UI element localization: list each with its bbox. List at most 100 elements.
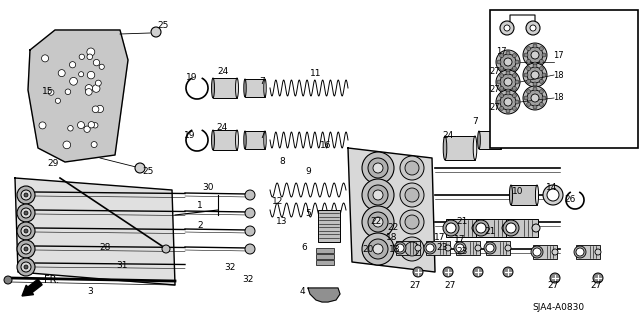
Circle shape [70,78,77,85]
Circle shape [504,98,512,106]
Circle shape [540,90,543,94]
Circle shape [245,244,255,254]
Text: 12: 12 [272,197,284,206]
Circle shape [475,245,481,251]
Bar [476,219,508,237]
Circle shape [88,122,95,128]
Text: 15: 15 [42,87,54,97]
Circle shape [373,217,383,227]
Circle shape [506,109,510,113]
Circle shape [531,71,539,79]
Circle shape [531,94,539,102]
Text: 17: 17 [553,50,563,60]
Text: 26: 26 [564,196,576,204]
Circle shape [497,100,501,104]
Text: 18: 18 [553,93,563,102]
Text: 1: 1 [197,201,203,210]
Circle shape [513,54,516,58]
Circle shape [513,86,516,90]
Text: FR.: FR. [44,275,60,285]
Circle shape [373,244,383,254]
Circle shape [48,90,54,95]
Circle shape [87,71,95,79]
Circle shape [162,245,170,253]
Circle shape [497,60,501,64]
Circle shape [400,156,424,180]
Text: 28: 28 [99,243,111,253]
Circle shape [533,82,537,86]
Circle shape [533,248,541,256]
Circle shape [472,224,480,232]
Text: 27: 27 [547,280,559,290]
Bar [396,241,420,255]
Circle shape [368,158,388,178]
Text: 19: 19 [186,73,198,83]
Circle shape [424,242,436,254]
Circle shape [500,54,516,70]
Circle shape [21,190,31,200]
Circle shape [21,244,31,254]
Circle shape [527,67,543,83]
Text: 32: 32 [224,263,236,272]
Circle shape [506,91,510,95]
Circle shape [505,245,511,251]
Circle shape [85,85,93,92]
Circle shape [523,63,547,87]
Circle shape [443,220,459,236]
Circle shape [394,242,406,254]
Circle shape [500,54,504,58]
Text: 27: 27 [490,68,500,77]
Ellipse shape [536,185,538,205]
Circle shape [95,80,101,86]
Ellipse shape [212,78,214,98]
Ellipse shape [244,79,246,97]
Circle shape [99,64,104,70]
Circle shape [92,85,100,92]
Circle shape [21,226,31,236]
Text: 10: 10 [512,188,524,197]
Circle shape [496,70,520,94]
Text: 7: 7 [259,130,265,139]
Circle shape [362,179,394,211]
Bar [490,10,638,148]
Text: 20: 20 [362,246,374,255]
Circle shape [540,47,543,51]
Text: 23: 23 [436,243,448,253]
Text: 9: 9 [305,167,311,176]
Circle shape [396,244,404,252]
Circle shape [17,186,35,204]
Circle shape [513,74,516,78]
Circle shape [58,70,65,77]
Circle shape [532,224,540,232]
Circle shape [500,106,504,110]
Text: 8: 8 [279,158,285,167]
Text: SJA4-A0830: SJA4-A0830 [532,303,584,313]
Bar [511,185,537,205]
Circle shape [4,276,12,284]
Circle shape [135,163,145,173]
Circle shape [530,25,536,31]
Circle shape [400,237,424,261]
Circle shape [21,262,31,272]
Circle shape [540,102,543,106]
Bar [486,241,510,255]
Circle shape [574,246,586,258]
Circle shape [533,87,537,91]
Circle shape [42,55,49,62]
Circle shape [17,258,35,276]
Ellipse shape [509,185,513,205]
Bar [245,79,265,97]
Circle shape [413,267,423,277]
Text: 27: 27 [490,85,500,94]
Circle shape [368,212,388,232]
Circle shape [515,80,519,84]
Circle shape [373,190,383,200]
Text: 31: 31 [116,261,128,270]
Circle shape [500,74,504,78]
Bar [316,260,334,265]
Circle shape [524,53,528,57]
Circle shape [533,105,537,109]
Circle shape [527,47,543,63]
Text: 2: 2 [197,220,203,229]
Text: 17: 17 [454,235,466,244]
